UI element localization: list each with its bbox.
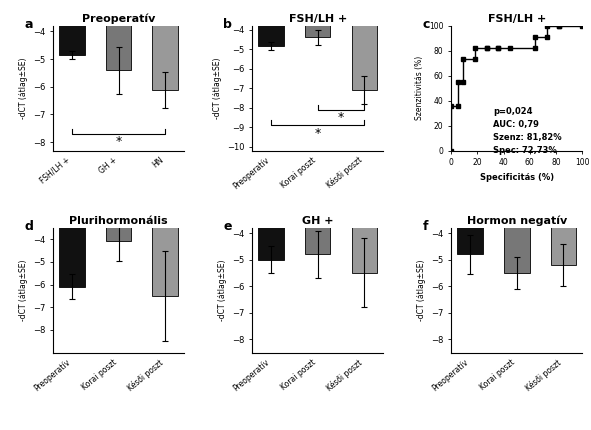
Bar — [352, 127, 377, 273]
Bar — [106, 0, 131, 70]
Text: a: a — [24, 18, 33, 31]
Title: Plurihormonális: Plurihormonális — [69, 216, 168, 226]
Y-axis label: -dCT (átlag±SE): -dCT (átlag±SE) — [19, 58, 28, 119]
Text: d: d — [24, 221, 33, 233]
Bar — [152, 148, 178, 296]
Bar — [59, 0, 85, 55]
Text: b: b — [223, 18, 232, 31]
Title: FSH/LH +: FSH/LH + — [488, 14, 546, 24]
Bar — [258, 127, 284, 260]
X-axis label: Specificitás (%): Specificitás (%) — [480, 173, 554, 182]
Bar — [258, 0, 284, 46]
Title: GH +: GH + — [302, 216, 333, 226]
Y-axis label: -dCT (átlag±SE): -dCT (átlag±SE) — [19, 259, 28, 321]
Title: FSH/LH +: FSH/LH + — [288, 14, 347, 24]
Text: *: * — [115, 135, 122, 148]
Y-axis label: -dCT (átlag±SE): -dCT (átlag±SE) — [217, 259, 226, 321]
Bar — [352, 0, 377, 90]
Bar — [504, 127, 530, 273]
Text: f: f — [423, 221, 428, 233]
Bar — [106, 148, 131, 242]
Y-axis label: Szenzitivitás (%): Szenzitivitás (%) — [414, 56, 424, 120]
Bar — [457, 127, 483, 255]
Text: *: * — [338, 111, 344, 124]
Title: Hormon negatív: Hormon negatív — [466, 215, 567, 226]
Title: Preoperatív: Preoperatív — [82, 13, 155, 24]
Y-axis label: -dCT (átlag±SE): -dCT (átlag±SE) — [417, 259, 426, 321]
Y-axis label: -dCT (átlag±SE): -dCT (átlag±SE) — [213, 58, 222, 119]
Bar — [305, 127, 330, 255]
Text: *: * — [314, 127, 321, 140]
Bar — [59, 148, 85, 287]
Bar — [152, 0, 178, 89]
Bar — [550, 127, 576, 265]
Text: c: c — [423, 18, 430, 31]
Bar — [305, 0, 330, 37]
Text: e: e — [223, 221, 232, 233]
Text: p=0,024
AUC: 0,79
Szenz: 81,82%
Spec: 72,73%: p=0,024 AUC: 0,79 Szenz: 81,82% Spec: 72… — [493, 107, 561, 156]
